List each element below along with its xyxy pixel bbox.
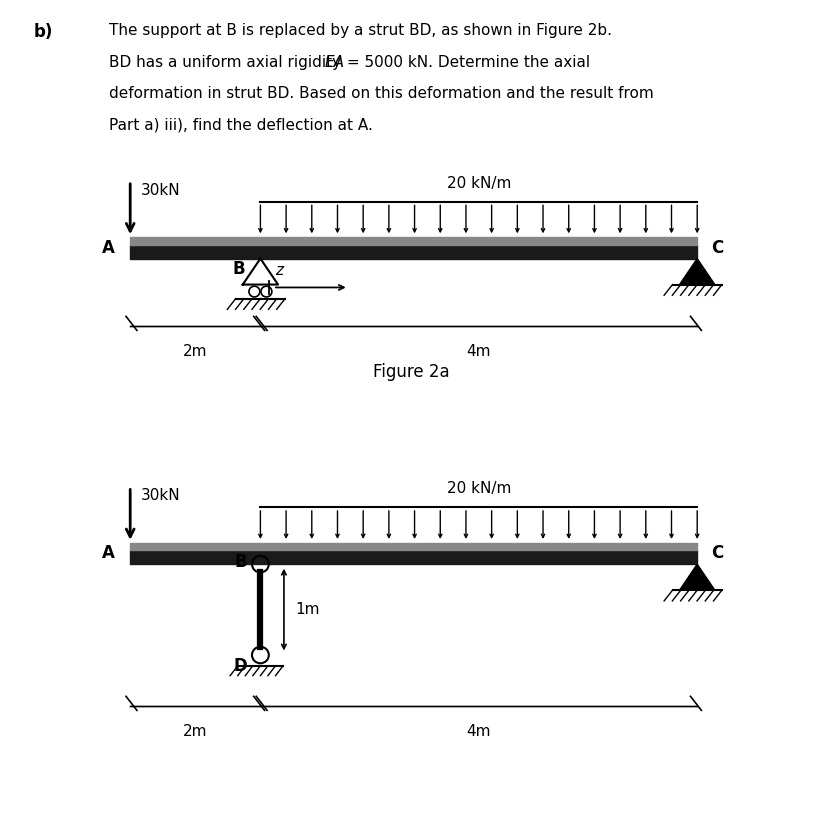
Text: BD has a uniform axial rigidity: BD has a uniform axial rigidity: [109, 55, 346, 69]
Text: 20 kN/m: 20 kN/m: [447, 176, 511, 191]
Text: EA: EA: [325, 55, 344, 69]
Text: deformation in strut BD. Based on this deformation and the result from: deformation in strut BD. Based on this d…: [109, 86, 654, 101]
Text: B: B: [233, 260, 245, 278]
Text: C: C: [711, 544, 723, 563]
Text: B: B: [234, 553, 247, 571]
Text: 20 kN/m: 20 kN/m: [447, 482, 511, 496]
Polygon shape: [680, 259, 715, 284]
Text: 2m: 2m: [183, 344, 207, 359]
Text: A: A: [102, 239, 115, 257]
Polygon shape: [680, 564, 715, 590]
Text: C: C: [711, 239, 723, 257]
Text: 30kN: 30kN: [141, 183, 181, 197]
Text: 30kN: 30kN: [141, 488, 181, 503]
Text: Figure 2a: Figure 2a: [373, 363, 450, 382]
Text: 4m: 4m: [466, 724, 491, 739]
Text: = 5000 kN. Determine the axial: = 5000 kN. Determine the axial: [343, 55, 591, 69]
Text: D: D: [234, 657, 247, 676]
Text: b): b): [34, 23, 53, 41]
Text: z: z: [276, 263, 284, 278]
Text: A: A: [102, 544, 115, 563]
Text: 1m: 1m: [295, 602, 319, 617]
Text: Part a) iii), find the deflection at A.: Part a) iii), find the deflection at A.: [109, 117, 373, 132]
Text: 2m: 2m: [183, 724, 207, 739]
Text: 4m: 4m: [466, 344, 491, 359]
Text: The support at B is replaced by a strut BD, as shown in Figure 2b.: The support at B is replaced by a strut …: [109, 23, 612, 38]
